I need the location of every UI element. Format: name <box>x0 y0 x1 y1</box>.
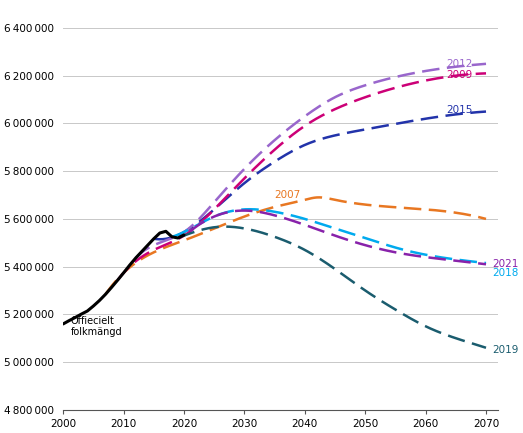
Text: 2019: 2019 <box>492 345 518 355</box>
Text: 2009: 2009 <box>447 70 473 80</box>
Text: 2021: 2021 <box>492 259 518 269</box>
Text: 2012: 2012 <box>447 59 473 69</box>
Text: Offiecielt
folkmängd: Offiecielt folkmängd <box>71 316 122 337</box>
Text: 2018: 2018 <box>492 268 518 278</box>
Text: 2007: 2007 <box>275 190 301 200</box>
Text: 2015: 2015 <box>447 105 473 115</box>
